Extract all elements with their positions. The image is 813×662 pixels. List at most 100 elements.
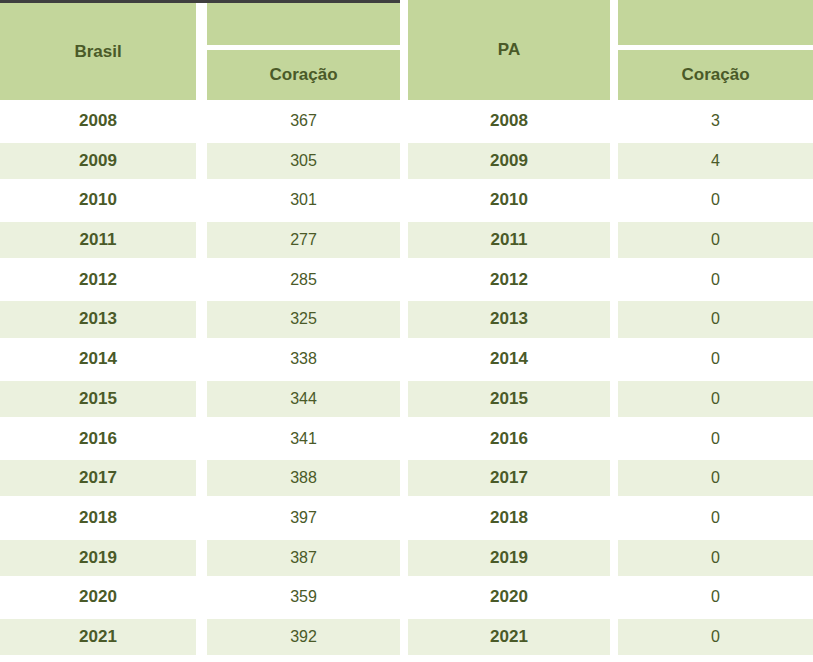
year-cell: 2012 bbox=[408, 262, 610, 298]
year-cell: 2010 bbox=[0, 182, 196, 218]
value-cell: 305 bbox=[207, 143, 400, 179]
table-row: 2012 285 bbox=[0, 262, 400, 298]
year-cell: 2014 bbox=[0, 341, 196, 377]
brasil-column-stack: Coração bbox=[207, 3, 400, 100]
value-cell: 388 bbox=[207, 460, 400, 496]
value-cell: 325 bbox=[207, 301, 400, 337]
year-cell: 2012 bbox=[0, 262, 196, 298]
table-row: 2021 392 bbox=[0, 619, 400, 655]
table-row: 2016 341 bbox=[0, 421, 400, 457]
table-row: 2019 0 bbox=[408, 540, 813, 576]
region-header-pa: PA bbox=[408, 0, 610, 100]
year-cell: 2015 bbox=[0, 381, 196, 417]
value-cell: 359 bbox=[207, 579, 400, 615]
year-cell: 2020 bbox=[0, 579, 196, 615]
table-row: 2011 0 bbox=[408, 222, 813, 258]
pa-header-spacer-cell bbox=[618, 0, 813, 45]
year-cell: 2018 bbox=[0, 500, 196, 536]
table-row: 2017 0 bbox=[408, 460, 813, 496]
value-cell: 0 bbox=[618, 182, 813, 218]
year-cell: 2021 bbox=[408, 619, 610, 655]
value-cell: 0 bbox=[618, 262, 813, 298]
table-row: 2018 397 bbox=[0, 500, 400, 536]
value-cell: 367 bbox=[207, 103, 400, 139]
year-cell: 2019 bbox=[408, 540, 610, 576]
value-cell: 338 bbox=[207, 341, 400, 377]
year-cell: 2017 bbox=[408, 460, 610, 496]
year-cell: 2009 bbox=[0, 143, 196, 179]
table-row: 2020 0 bbox=[408, 579, 813, 615]
value-cell: 397 bbox=[207, 500, 400, 536]
table-row: 2013 0 bbox=[408, 301, 813, 337]
year-cell: 2021 bbox=[0, 619, 196, 655]
table-row: 2012 0 bbox=[408, 262, 813, 298]
pa-table-body: 2008 3 2009 4 2010 0 2011 bbox=[408, 100, 813, 655]
table-row: 2010 0 bbox=[408, 182, 813, 218]
brasil-column-header-coracao: Coração bbox=[207, 50, 400, 100]
value-cell: 3 bbox=[618, 103, 813, 139]
value-cell: 0 bbox=[618, 421, 813, 457]
value-cell: 301 bbox=[207, 182, 400, 218]
pa-column-stack: Coração bbox=[618, 0, 813, 100]
table-row: 2020 359 bbox=[0, 579, 400, 615]
table-row: 2016 0 bbox=[408, 421, 813, 457]
year-cell: 2019 bbox=[0, 540, 196, 576]
table-row: 2010 301 bbox=[0, 182, 400, 218]
year-cell: 2018 bbox=[408, 500, 610, 536]
region-header-brasil: Brasil bbox=[0, 3, 196, 100]
year-cell: 2009 bbox=[408, 143, 610, 179]
year-cell: 2015 bbox=[408, 381, 610, 417]
value-cell: 392 bbox=[207, 619, 400, 655]
table-row: 2008 367 bbox=[0, 103, 400, 139]
report-canvas: Brasil Coração 2008 367 2009 305 bbox=[0, 0, 813, 662]
year-cell: 2014 bbox=[408, 341, 610, 377]
pa-table: PA Coração 2008 3 2009 4 bbox=[408, 0, 813, 655]
table-row: 2013 325 bbox=[0, 301, 400, 337]
year-cell: 2010 bbox=[408, 182, 610, 218]
year-cell: 2013 bbox=[408, 301, 610, 337]
year-cell: 2020 bbox=[408, 579, 610, 615]
year-cell: 2013 bbox=[0, 301, 196, 337]
brasil-table-body: 2008 367 2009 305 2010 301 2011 bbox=[0, 100, 400, 655]
value-cell: 0 bbox=[618, 619, 813, 655]
brasil-table: Brasil Coração 2008 367 2009 305 bbox=[0, 0, 400, 655]
value-cell: 0 bbox=[618, 460, 813, 496]
value-cell: 0 bbox=[618, 341, 813, 377]
value-cell: 0 bbox=[618, 381, 813, 417]
table-row: 2017 388 bbox=[0, 460, 400, 496]
table-row: 2014 338 bbox=[0, 341, 400, 377]
value-cell: 387 bbox=[207, 540, 400, 576]
table-row: 2008 3 bbox=[408, 103, 813, 139]
year-cell: 2011 bbox=[0, 222, 196, 258]
pa-column-header-coracao: Coração bbox=[618, 50, 813, 100]
table-row: 2015 344 bbox=[0, 381, 400, 417]
value-cell: 0 bbox=[618, 301, 813, 337]
value-cell: 0 bbox=[618, 500, 813, 536]
brasil-header-spacer-cell bbox=[207, 3, 400, 45]
year-cell: 2016 bbox=[0, 421, 196, 457]
year-cell: 2011 bbox=[408, 222, 610, 258]
value-cell: 4 bbox=[618, 143, 813, 179]
table-row: 2019 387 bbox=[0, 540, 400, 576]
year-cell: 2016 bbox=[408, 421, 610, 457]
pa-table-header: PA Coração bbox=[408, 0, 813, 100]
table-row: 2009 305 bbox=[0, 143, 400, 179]
brasil-table-header: Brasil Coração bbox=[0, 0, 400, 100]
table-row: 2011 277 bbox=[0, 222, 400, 258]
year-cell: 2008 bbox=[408, 103, 610, 139]
table-row: 2021 0 bbox=[408, 619, 813, 655]
table-row: 2009 4 bbox=[408, 143, 813, 179]
value-cell: 344 bbox=[207, 381, 400, 417]
table-row: 2015 0 bbox=[408, 381, 813, 417]
value-cell: 0 bbox=[618, 222, 813, 258]
table-row: 2018 0 bbox=[408, 500, 813, 536]
year-cell: 2017 bbox=[0, 460, 196, 496]
value-cell: 277 bbox=[207, 222, 400, 258]
value-cell: 285 bbox=[207, 262, 400, 298]
year-cell: 2008 bbox=[0, 103, 196, 139]
value-cell: 0 bbox=[618, 540, 813, 576]
value-cell: 0 bbox=[618, 579, 813, 615]
tables-container: Brasil Coração 2008 367 2009 305 bbox=[0, 0, 813, 655]
table-row: 2014 0 bbox=[408, 341, 813, 377]
value-cell: 341 bbox=[207, 421, 400, 457]
